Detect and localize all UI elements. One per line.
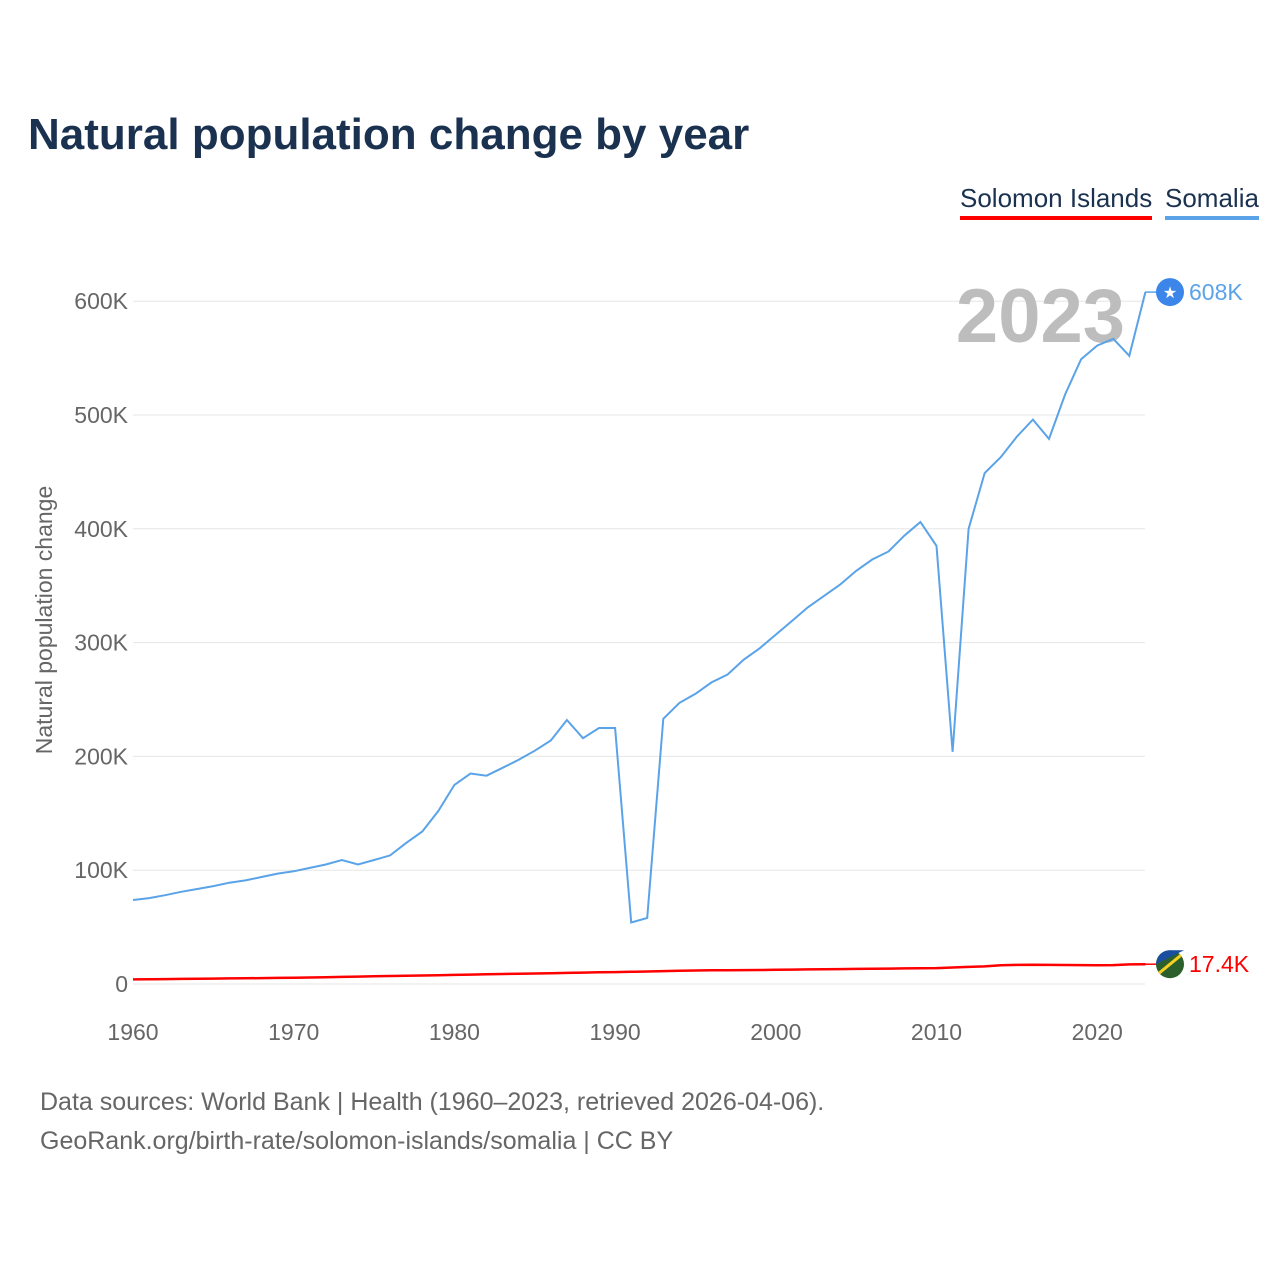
chart-title: Natural population change by year (28, 110, 750, 159)
x-tick-label: 1960 (107, 1019, 158, 1045)
x-tick-label: 2010 (911, 1019, 962, 1045)
flag-blue-part (1156, 950, 1184, 965)
x-tick-label: 2020 (1072, 1019, 1123, 1045)
y-axis-label: Natural population change (31, 486, 57, 755)
y-tick-label: 400K (74, 516, 128, 542)
y-tick-label: 600K (74, 288, 128, 314)
x-tick-label: 1990 (590, 1019, 641, 1045)
footer-url[interactable]: GeoRank.org/birth-rate/solomon-islands/s… (40, 1127, 674, 1155)
somalia-flag-icon (1156, 278, 1184, 307)
series-line-somalia (132, 291, 1147, 924)
y-tick-label: 0 (115, 971, 128, 997)
flag-stripe (1158, 954, 1182, 975)
y-tick-label: 200K (74, 743, 128, 769)
y-tick-label: 100K (74, 857, 128, 883)
end-value-label: 17.4K (1189, 951, 1250, 977)
x-tick-label: 1970 (268, 1019, 319, 1045)
legend-solomon-islands[interactable]: Solomon Islands (960, 183, 1153, 220)
end-value-label: 608K (1189, 279, 1243, 305)
x-tick-label: 2000 (750, 1019, 801, 1045)
legend-somalia[interactable]: Somalia (1165, 183, 1259, 220)
footer-source: Data sources: World Bank | Health (1960–… (40, 1088, 825, 1116)
year-label: 2023 (956, 274, 1125, 359)
y-tick-label: 500K (74, 402, 128, 428)
y-tick-label: 300K (74, 630, 128, 656)
series-line-solomon-islands (132, 962, 1146, 981)
x-tick-label: 1980 (429, 1019, 480, 1045)
flag-star: ★ (1163, 285, 1177, 302)
